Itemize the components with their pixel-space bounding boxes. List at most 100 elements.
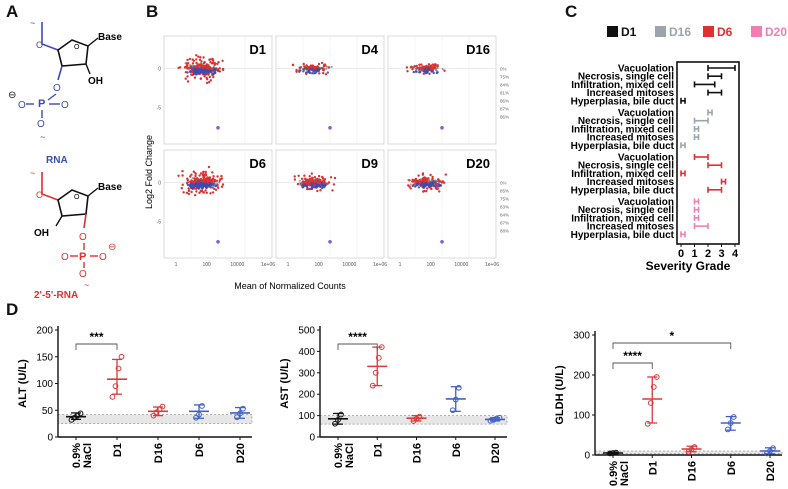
severity-x-tick: 3: [718, 248, 724, 260]
ma-point-red: [319, 189, 322, 192]
ma-point-gray: [303, 67, 307, 70]
ma-right-label: 81%: [500, 90, 509, 95]
ma-point-blue: [203, 68, 207, 71]
ma-point-blue: [191, 187, 194, 190]
ma-point-blue: [199, 183, 202, 186]
serum-data-point: [647, 400, 654, 406]
ma-point-red: [431, 177, 434, 180]
ma-point-blue: [203, 183, 206, 186]
severity-row-label: Infiltration, mixed cell: [571, 169, 674, 180]
ma-right-label: 87%: [500, 106, 509, 111]
ma-point-red: [204, 170, 207, 174]
severity-row-label: Necrosis, single cell: [578, 72, 674, 83]
rna25-5prime-squiggle: ~: [30, 168, 35, 178]
severity-row-label: Increased mitoses: [587, 133, 675, 144]
ma-point-blue: [418, 70, 422, 74]
ma-outlier-point: [440, 240, 444, 244]
ma-point-red: [200, 60, 203, 63]
ma-point-red: [182, 191, 185, 194]
ma-point-red: [187, 192, 191, 196]
ma-point-red: [329, 176, 333, 179]
ma-outlier-point: [440, 126, 444, 130]
rna-title: RNA: [46, 155, 68, 166]
ma-facet-d1: D1 0 -5: [157, 35, 273, 145]
ma-point-red: [197, 55, 200, 58]
ma-point-red: [427, 63, 431, 66]
severity-row-label: Infiltration, mixed cell: [571, 80, 674, 91]
severity-xlabel: Severity Grade: [646, 259, 731, 273]
ma-point-blue: [188, 184, 191, 188]
ma-point-red: [203, 75, 206, 78]
ma-point-blue: [213, 67, 216, 71]
serum-x-tick: 0.9%NaCl: [333, 443, 356, 468]
serum-x-tick: D20: [235, 443, 247, 463]
serum-x-tick: D20: [490, 443, 502, 463]
rna-ribose-ring: [57, 39, 89, 67]
ma-point-gray: [330, 65, 333, 69]
ma-point-red: [413, 179, 416, 182]
serum-data-point: [610, 450, 616, 456]
ma-point-red: [332, 183, 336, 186]
ma-point-red: [293, 178, 297, 181]
ma-point-blue: [209, 184, 212, 187]
ma-point-red: [220, 185, 224, 188]
panel-letter-d: D: [6, 300, 19, 319]
ma-point-red: [295, 68, 298, 72]
ma-point-blue: [314, 71, 317, 75]
rna-p-o-double: O: [61, 100, 69, 111]
serum-data-point: [653, 374, 660, 380]
serum-y-tick: 100: [36, 379, 53, 390]
ma-point-blue: [200, 70, 204, 73]
ma-point-blue: [428, 68, 431, 72]
significance-label: ****: [623, 349, 642, 363]
ma-point-red: [303, 174, 306, 177]
ma-point-gray: [420, 68, 423, 71]
ma-y-tick: -5: [157, 219, 162, 225]
ma-point-red: [409, 187, 412, 190]
ma-point-red: [407, 184, 410, 187]
serum-y-tick: 300: [298, 368, 315, 379]
serum-data-point: [196, 411, 202, 418]
ma-point-red: [444, 173, 447, 176]
rna-o-lower: O: [37, 119, 45, 130]
rna25-o2: O: [79, 232, 87, 243]
ma-point-red: [314, 178, 317, 182]
ma-point-blue: [313, 69, 317, 72]
ma-right-label: 84%: [500, 212, 509, 217]
ma-point-red: [423, 189, 426, 193]
rna25-oh-label: OH: [34, 228, 49, 239]
ma-facet-label: D9: [361, 156, 378, 171]
ma-right-label: 86%: [500, 98, 509, 103]
ma-point-blue: [190, 67, 194, 71]
serum-group: [230, 405, 250, 421]
ma-point-gray: [298, 179, 301, 182]
significance-label: ***: [89, 330, 103, 344]
serum-panel: 0 50 100 150 200 ALT (U/L) 0.9%NaCl D1 D16 D6 D20 *…: [17, 326, 783, 486]
serum-data-point: [724, 426, 731, 433]
ma-point-red: [191, 62, 195, 65]
serum-y-tick: 200: [36, 326, 53, 337]
ma-point-gray: [415, 68, 418, 71]
ma-point-red: [327, 181, 331, 184]
ma-point-red: [199, 56, 202, 59]
rna-p-label: P: [38, 98, 45, 110]
ma-point-red: [194, 187, 198, 190]
ma-x-tick: 100: [426, 262, 435, 268]
panel-letter-a: A: [6, 2, 19, 21]
serum-data-point: [727, 420, 734, 426]
ma-right-label: 0%: [500, 180, 507, 185]
ma-point-red: [333, 176, 337, 180]
serum-group: [406, 413, 427, 424]
rna25-structure: ~ O O Base OH O P O ⊖ O O ~ 2'-5'-RNA: [30, 168, 122, 301]
ma-point-red: [212, 61, 215, 65]
ma-point-blue: [422, 186, 426, 189]
ma-point-blue: [211, 72, 214, 76]
ma-point-blue: [303, 183, 306, 187]
ma-xlabel: Mean of Normalized Counts: [234, 281, 346, 291]
ma-point-red: [311, 177, 314, 180]
serum-chart-ast: 0 100 200 300 400 500 AST (U/L) 0.9%NaCl D1 D16 D6…: [279, 326, 508, 468]
rna25-p-o-double: O: [61, 252, 69, 263]
ma-point-red: [406, 70, 409, 73]
serum-x-tick: 0.9%NaCl: [71, 443, 94, 468]
ma-point-red: [218, 67, 221, 70]
